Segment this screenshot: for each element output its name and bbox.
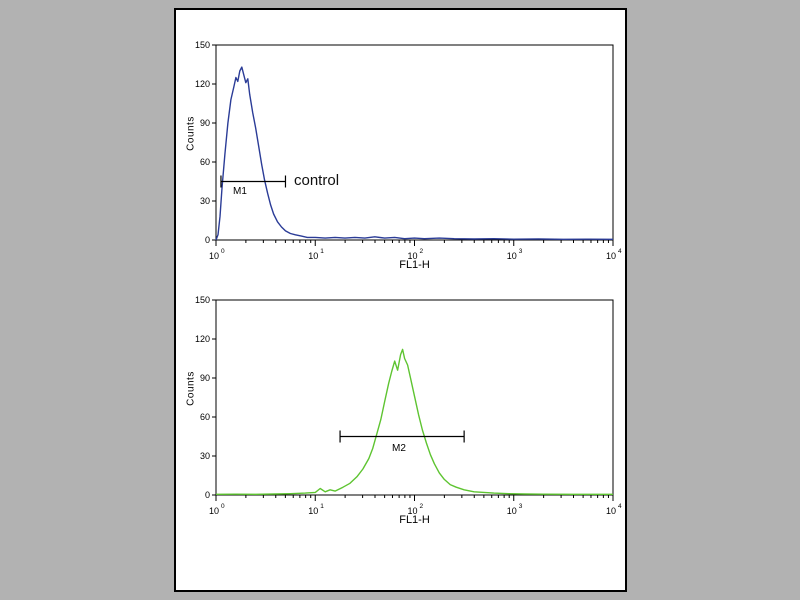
stained-histogram-curve — [215, 348, 613, 496]
svg-text:0: 0 — [221, 503, 225, 510]
svg-text:10: 10 — [209, 506, 219, 516]
control-histogram-panel: Counts 0 30 60 90 120 150 10 0 10 1 10 2 10 3 10 4 M1 c… — [176, 28, 625, 288]
marker-m2-label: M2 — [392, 443, 406, 454]
svg-text:3: 3 — [519, 248, 523, 255]
svg-text:0: 0 — [221, 248, 225, 255]
svg-text:30: 30 — [200, 196, 210, 206]
svg-text:0: 0 — [205, 490, 210, 500]
x-axis-label-bottom: FL1-H — [399, 514, 430, 526]
svg-text:4: 4 — [618, 503, 622, 510]
control-histogram-curve — [215, 66, 614, 241]
svg-text:1: 1 — [320, 503, 324, 510]
svg-text:10: 10 — [407, 251, 417, 261]
svg-text:2: 2 — [420, 248, 424, 255]
svg-text:120: 120 — [195, 79, 210, 89]
svg-text:120: 120 — [195, 334, 210, 344]
svg-text:10: 10 — [606, 251, 616, 261]
svg-text:4: 4 — [618, 248, 622, 255]
svg-text:60: 60 — [200, 157, 210, 167]
svg-text:90: 90 — [200, 118, 210, 128]
svg-text:10: 10 — [308, 251, 318, 261]
svg-text:10: 10 — [407, 506, 417, 516]
x-axis-label-top: FL1-H — [399, 259, 430, 271]
svg-text:10: 10 — [209, 251, 219, 261]
svg-text:150: 150 — [195, 295, 210, 305]
svg-text:2: 2 — [420, 503, 424, 510]
marker-m1-label: M1 — [233, 186, 247, 197]
svg-text:10: 10 — [507, 251, 517, 261]
svg-text:0: 0 — [205, 235, 210, 245]
svg-text:90: 90 — [200, 373, 210, 383]
figure-panel: Counts 0 30 60 90 120 150 10 0 10 1 10 2 10 3 10 4 M1 c… — [174, 8, 627, 592]
svg-text:10: 10 — [308, 506, 318, 516]
svg-text:1: 1 — [320, 248, 324, 255]
svg-text:3: 3 — [519, 503, 523, 510]
svg-text:10: 10 — [507, 506, 517, 516]
plot-frame — [215, 44, 614, 241]
svg-text:30: 30 — [200, 451, 210, 461]
svg-text:10: 10 — [606, 506, 616, 516]
svg-text:60: 60 — [200, 412, 210, 422]
control-annotation: control — [294, 172, 340, 189]
svg-text:150: 150 — [195, 40, 210, 50]
stained-histogram-panel: Counts 0 30 60 90 120 150 10 0 10 1 10 2 10 3 10 4 M2 F… — [176, 283, 625, 543]
